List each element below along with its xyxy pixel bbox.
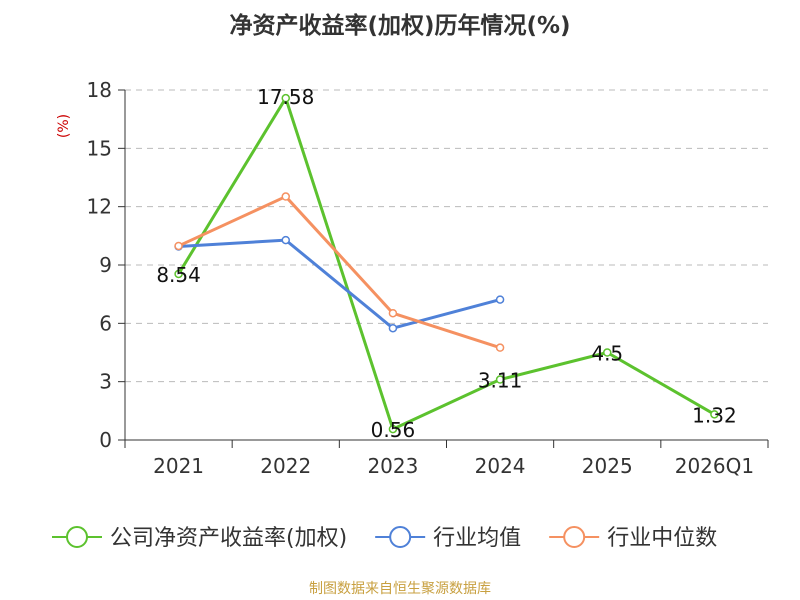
data-point — [281, 235, 290, 245]
y-tick-label: 6 — [99, 311, 112, 335]
data-point — [495, 343, 505, 352]
legend-marker-2 — [563, 526, 586, 548]
series-line-0 — [177, 96, 716, 431]
data-point — [281, 192, 290, 201]
data-labels: 8.54 17.58 0.56 3.11 4.5 1.32 — [156, 85, 736, 442]
y-tick-label: 0 — [99, 428, 112, 452]
data-point — [174, 241, 183, 251]
data-label: 8.54 — [156, 263, 201, 287]
y-tick-label: 15 — [87, 136, 112, 160]
series-line-2 — [177, 195, 501, 350]
data-point — [710, 410, 719, 419]
data-point — [603, 348, 612, 357]
legend-label-2: 行业中位数 — [607, 526, 717, 551]
grid-lines — [125, 89, 768, 383]
data-point — [388, 308, 398, 318]
data-point — [495, 375, 505, 384]
series-line-1 — [178, 238, 501, 330]
x-tick-label: 2022 — [260, 454, 311, 478]
data-label: 17.58 — [257, 85, 314, 109]
data-point — [495, 295, 505, 304]
data-label: 4.5 — [591, 342, 623, 366]
data-label: 3.11 — [478, 369, 523, 393]
axes: 0 3 6 9 12 15 18 2021 2022 2023 2024 2025 2026Q1 — [87, 78, 769, 478]
legend-label-1: 行业均值 — [433, 526, 521, 551]
legend-marker-1 — [389, 526, 412, 548]
y-axis-label: (%) — [56, 114, 72, 138]
source-note: 制图数据来自恒生聚源数据库 — [309, 581, 491, 597]
legend: 公司净资产收益率(加权) 行业均值 行业中位数 — [52, 526, 717, 551]
y-tick-label: 9 — [99, 253, 112, 277]
data-label: 0.56 — [371, 418, 416, 442]
y-tick-label: 3 — [99, 370, 112, 394]
data-point — [388, 424, 398, 434]
series-lines — [174, 93, 719, 434]
data-point — [174, 269, 183, 279]
legend-label-0: 公司净资产收益率(加权) — [110, 526, 347, 551]
x-tick-label: 2026Q1 — [675, 454, 754, 478]
x-tick-label: 2021 — [153, 454, 204, 478]
chart-title: 净资产收益率(加权)历年情况(%) — [229, 12, 570, 39]
x-tick-label: 2023 — [367, 454, 418, 478]
x-tick-label: 2024 — [475, 454, 526, 478]
data-point — [388, 323, 398, 333]
y-tick-label: 12 — [87, 195, 112, 219]
data-point — [281, 93, 290, 103]
legend-marker-0 — [66, 526, 88, 548]
data-label: 1.32 — [692, 403, 737, 427]
x-tick-label: 2025 — [582, 454, 633, 478]
y-tick-label: 18 — [87, 78, 112, 102]
